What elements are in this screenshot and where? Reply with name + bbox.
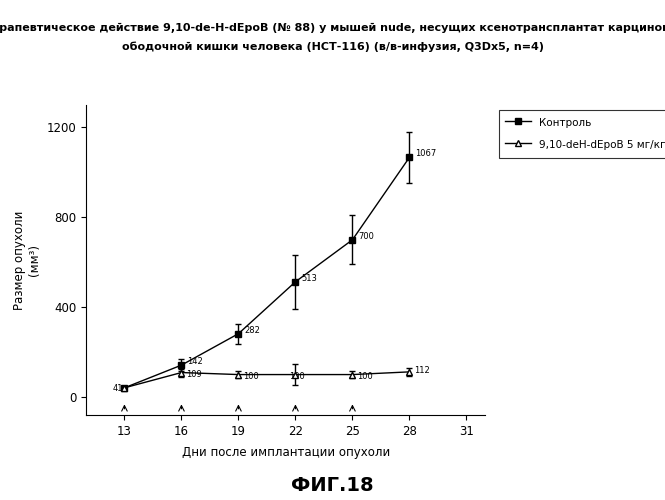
Text: 513: 513 xyxy=(301,274,317,282)
Text: 41: 41 xyxy=(113,384,124,393)
Y-axis label: Размер опухоли
(мм³): Размер опухоли (мм³) xyxy=(13,210,41,310)
X-axis label: Дни после имплантации опухоли: Дни после имплантации опухоли xyxy=(182,446,390,459)
Text: ФИГ.18: ФИГ.18 xyxy=(291,476,374,495)
Text: 100: 100 xyxy=(243,372,259,380)
Text: 142: 142 xyxy=(187,357,203,366)
Legend: Контроль, 9,10-deH-dEpoB 5 мг/кг: Контроль, 9,10-deH-dEpoB 5 мг/кг xyxy=(499,110,665,158)
Text: 1067: 1067 xyxy=(415,149,436,158)
Text: 100: 100 xyxy=(289,372,305,380)
Text: 112: 112 xyxy=(414,366,430,374)
Text: 700: 700 xyxy=(358,232,374,240)
Text: ободочной кишки человека (НСТ-116) (в/в-инфузия, Q3Dx5, n=4): ободочной кишки человека (НСТ-116) (в/в-… xyxy=(122,41,543,51)
Text: 282: 282 xyxy=(244,326,260,334)
Text: 109: 109 xyxy=(186,370,201,378)
Text: 100: 100 xyxy=(357,372,373,380)
Text: Терапевтическое действие 9,10-de-H-dEpoB (№ 88) у мышей nude, несущих ксенотранс: Терапевтическое действие 9,10-de-H-dEpoB… xyxy=(0,22,665,32)
